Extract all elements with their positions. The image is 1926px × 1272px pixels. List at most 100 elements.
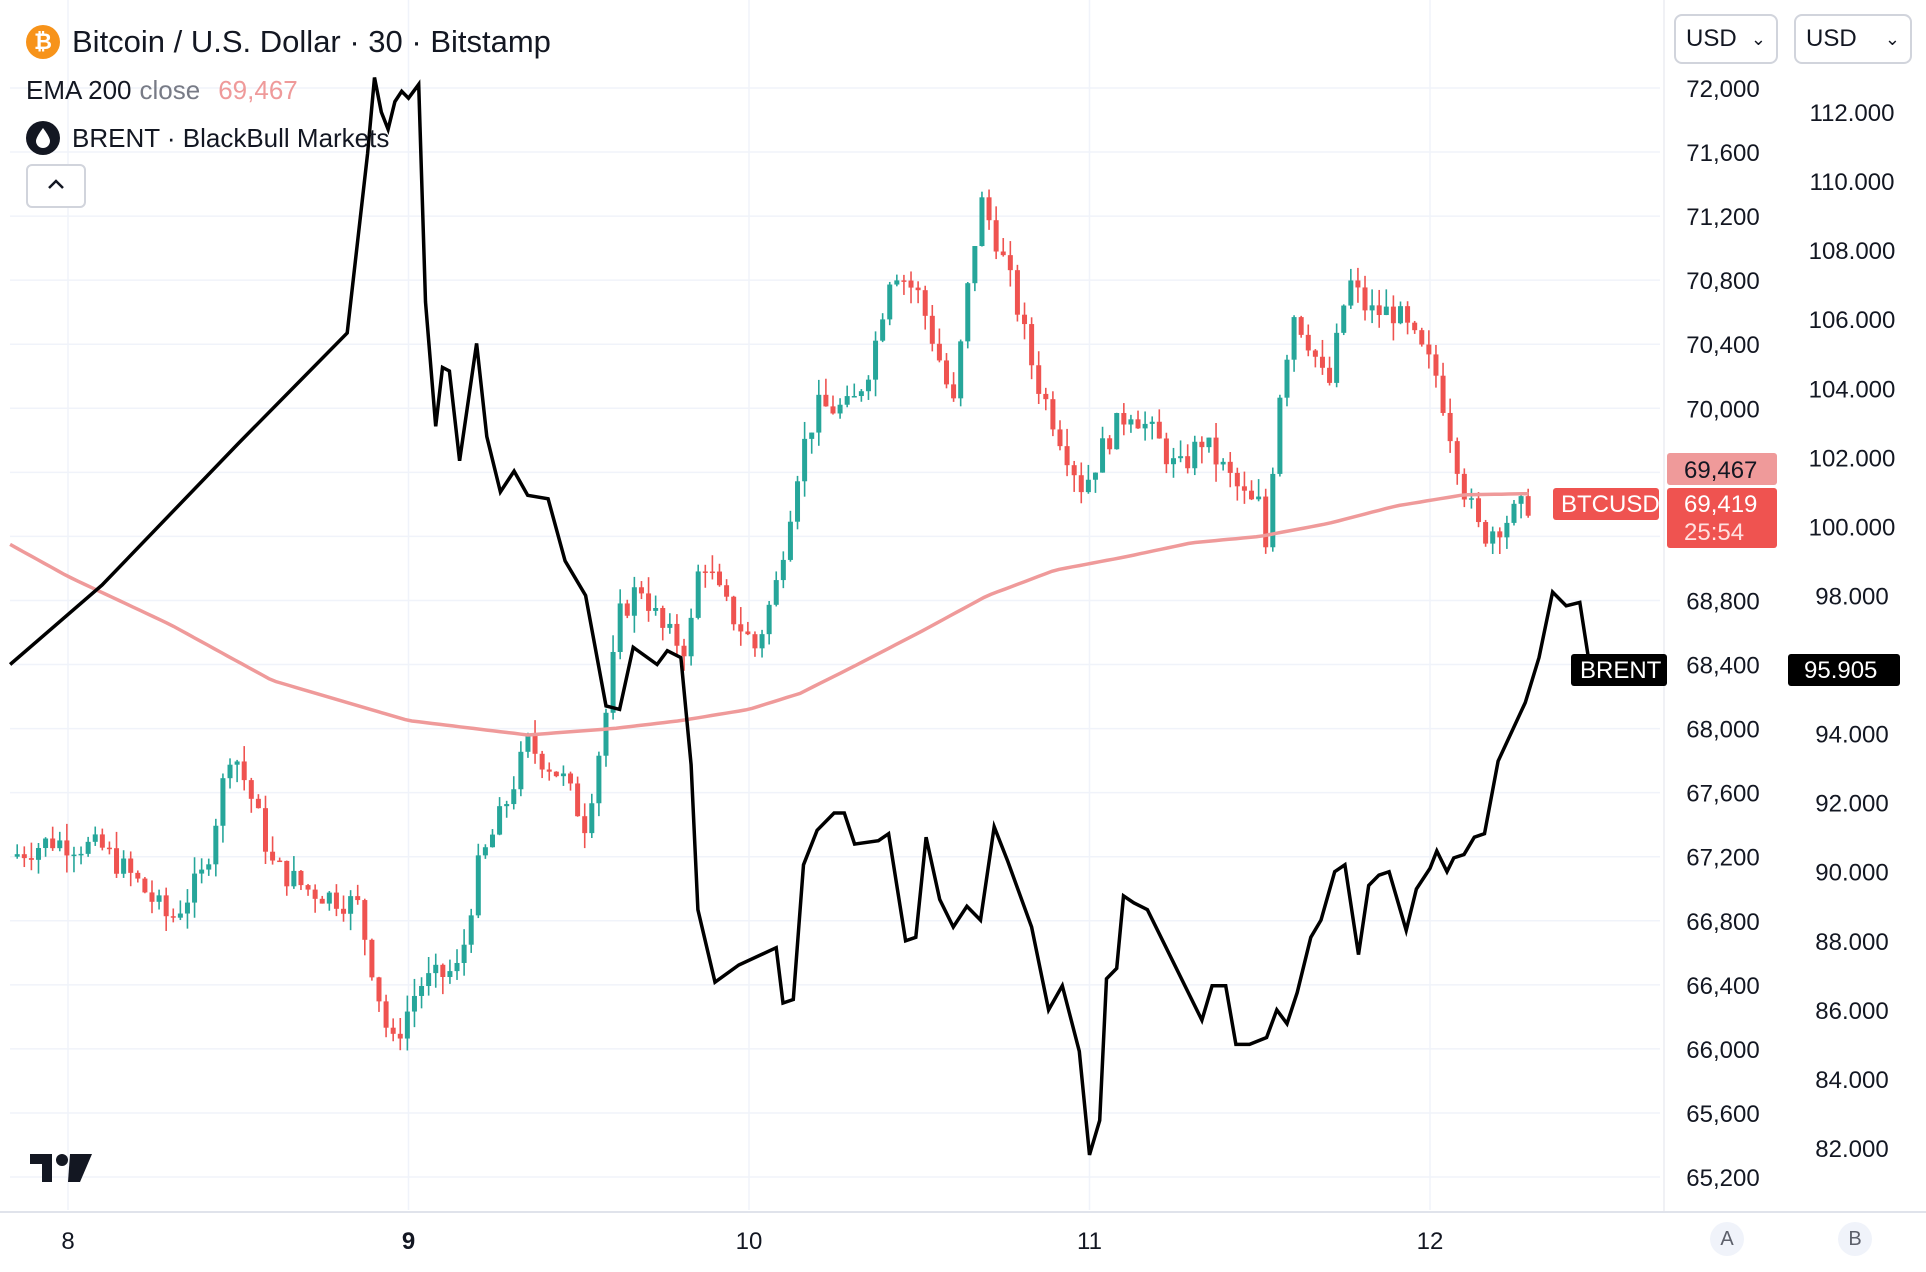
candle-body xyxy=(35,848,41,860)
candle-body xyxy=(411,995,417,1012)
candle-body xyxy=(716,571,722,586)
collapse-legend-button[interactable] xyxy=(26,164,86,208)
price-tick-a: 65,600 xyxy=(1686,1101,1759,1128)
candle-body xyxy=(1291,317,1297,360)
candle-body xyxy=(1305,334,1311,351)
candle-body xyxy=(1440,375,1446,413)
candle-body xyxy=(128,858,134,873)
price-tick-a: 67,200 xyxy=(1686,845,1759,872)
candle-body xyxy=(1369,305,1375,311)
price-tick-a: 66,000 xyxy=(1686,1037,1759,1064)
candle-body xyxy=(610,651,616,713)
candle-body xyxy=(1454,441,1460,474)
price-tick-b: 92.000 xyxy=(1815,791,1888,818)
candle-body xyxy=(475,855,481,916)
last-price-text: 69,419 xyxy=(1684,491,1757,518)
candle-body xyxy=(773,580,779,605)
candle-body xyxy=(1107,438,1113,450)
candle-body xyxy=(1057,429,1063,447)
candle-body xyxy=(1298,317,1304,335)
price-tick-a: 70,000 xyxy=(1686,396,1759,423)
candle-body xyxy=(660,608,666,628)
candle-body xyxy=(972,246,978,284)
candle-body xyxy=(1142,423,1148,429)
candle-body xyxy=(1277,397,1283,474)
candle-body xyxy=(1334,332,1340,383)
symbol-title: Bitcoin / U.S. Dollar · 30 · Bitstamp xyxy=(72,24,551,59)
candle-body xyxy=(497,806,503,835)
brent-row[interactable]: BRENT · BlackBull Markets xyxy=(26,114,551,162)
tradingview-logo[interactable] xyxy=(30,1152,94,1189)
candle-body xyxy=(114,848,120,874)
candle-body xyxy=(759,634,765,649)
currency-select-a[interactable]: USD ⌄ xyxy=(1674,14,1778,64)
price-tick-b: 90.000 xyxy=(1815,860,1888,887)
price-scale-b[interactable]: 112.000 110.000 108.000 106.000 104.000 102.0… xyxy=(1809,100,1896,1163)
candle-body xyxy=(326,892,332,904)
price-tick-a: 67,600 xyxy=(1686,781,1759,808)
candle-body xyxy=(1064,446,1070,466)
price-tick-b: 104.000 xyxy=(1809,376,1896,403)
currency-select-b[interactable]: USD ⌄ xyxy=(1794,14,1912,64)
candle-body xyxy=(958,341,964,399)
scale-a-button[interactable]: A xyxy=(1710,1222,1744,1256)
candle-body xyxy=(546,769,552,772)
chevron-down-icon: ⌄ xyxy=(1884,28,1900,49)
candle-body xyxy=(1071,465,1077,476)
symbol-row[interactable]: ₿ Bitcoin / U.S. Dollar · 30 · Bitstamp xyxy=(26,18,551,66)
candle-body xyxy=(1234,472,1240,487)
price-tick-a: 71,200 xyxy=(1686,204,1759,231)
candle-body xyxy=(1043,393,1049,400)
candle-body xyxy=(92,834,98,842)
candle-body xyxy=(1383,306,1389,316)
btc-candles xyxy=(14,189,1531,1051)
time-label: 12 xyxy=(1417,1228,1444,1255)
candle-body xyxy=(1376,305,1382,316)
candle-body xyxy=(383,1001,389,1028)
candle-body xyxy=(1447,412,1453,442)
candle-body xyxy=(575,783,581,817)
candle-body xyxy=(568,773,574,784)
price-tick-a: 66,400 xyxy=(1686,973,1759,1000)
candle-body xyxy=(1192,441,1198,469)
candle-body xyxy=(688,617,694,657)
time-axis[interactable]: 8 9 10 11 12 xyxy=(61,1228,1443,1255)
candle-body xyxy=(270,851,276,861)
price-tick-a: 68,800 xyxy=(1686,588,1759,615)
scale-b-button[interactable]: B xyxy=(1838,1222,1872,1256)
candle-body xyxy=(348,896,354,914)
candle-body xyxy=(1468,498,1474,500)
candle-body xyxy=(184,902,190,914)
ema-value: 69,467 xyxy=(218,74,298,105)
candle-body xyxy=(915,287,921,291)
candle-body xyxy=(419,986,425,996)
candle-body xyxy=(277,860,283,863)
candle-body xyxy=(1490,531,1496,544)
ema-row[interactable]: EMA 200 close 69,467 xyxy=(26,66,551,114)
candle-body xyxy=(603,712,609,756)
candle-body xyxy=(709,571,715,574)
candle-body xyxy=(1362,287,1368,311)
brent-price-text: 95.905 xyxy=(1804,657,1877,684)
time-label: 8 xyxy=(61,1228,74,1255)
candle-body xyxy=(1341,305,1347,333)
time-label: 9 xyxy=(402,1228,415,1255)
candle-body xyxy=(1312,350,1318,357)
candle-body xyxy=(1518,496,1524,504)
candle-body xyxy=(1092,472,1098,480)
grid xyxy=(0,0,1926,1213)
candle-body xyxy=(1000,251,1006,256)
candle-body xyxy=(646,593,652,611)
candle-body xyxy=(965,283,971,342)
price-tick-b: 100.000 xyxy=(1809,514,1896,541)
candle-body xyxy=(142,878,148,893)
candle-body xyxy=(255,798,261,809)
candle-body xyxy=(1213,437,1219,465)
candle-body xyxy=(858,391,864,397)
price-scale-a[interactable]: 72,000 71,600 71,200 70,800 70,400 70,000 68,8… xyxy=(1686,76,1759,1192)
price-tick-a: 72,000 xyxy=(1686,76,1759,103)
ema-price-tag-text: 69,467 xyxy=(1684,457,1757,484)
candle-body xyxy=(454,962,460,972)
candle-body xyxy=(681,645,687,657)
